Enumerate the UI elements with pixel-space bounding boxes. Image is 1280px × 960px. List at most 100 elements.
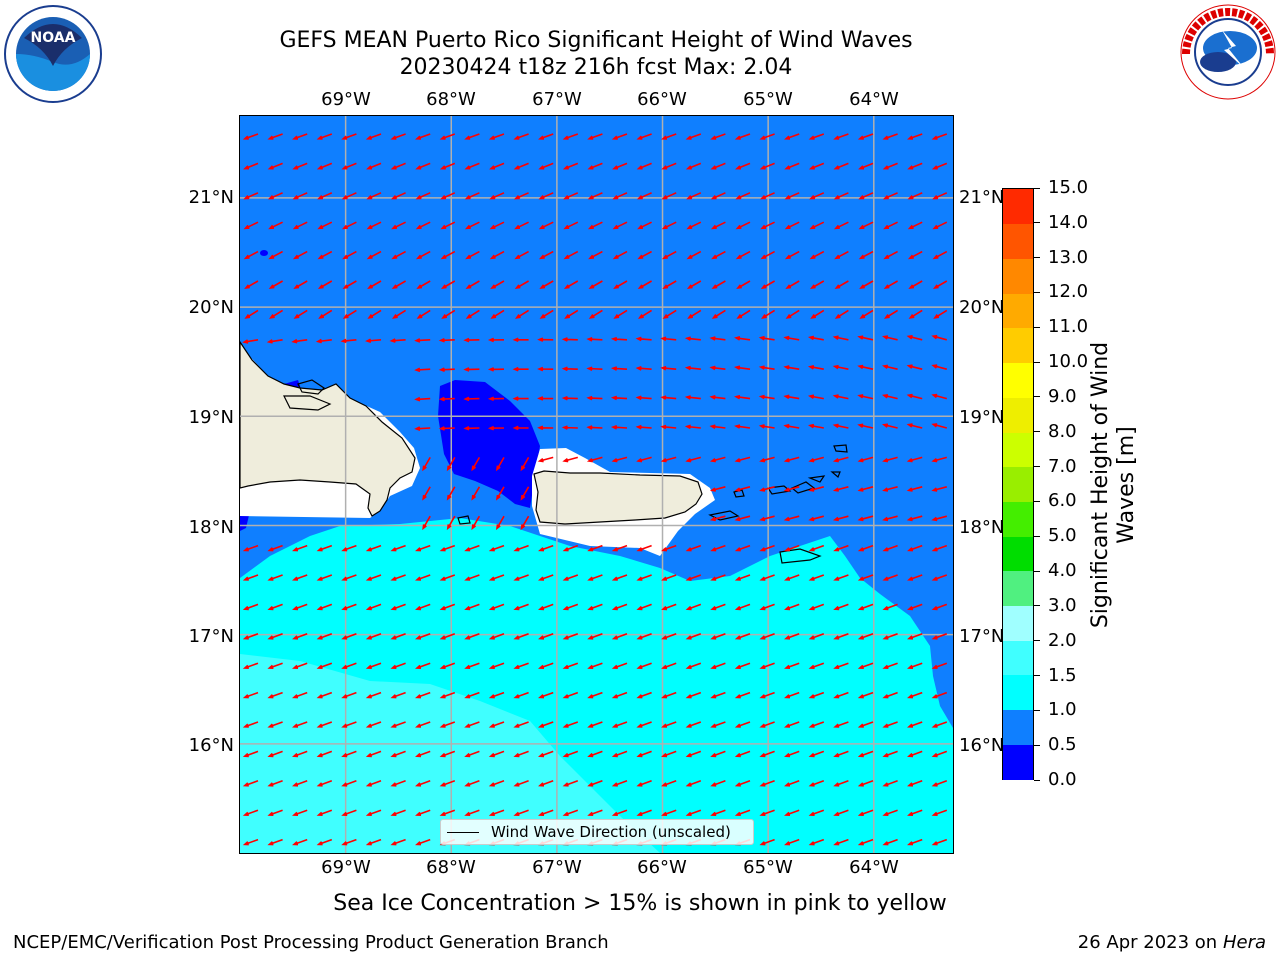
wind-arrow	[611, 544, 628, 552]
wind-arrow	[808, 662, 825, 669]
wind-arrow	[931, 334, 948, 341]
wind-arrow	[365, 603, 382, 611]
wind-arrow	[734, 515, 751, 522]
wind-arrow	[390, 750, 406, 758]
wind-arrow	[367, 280, 382, 290]
wind-arrow	[539, 280, 554, 290]
wind-arrow	[463, 367, 480, 372]
wind-arrow	[661, 162, 677, 170]
wind-arrow	[760, 221, 775, 230]
wind-arrow	[734, 365, 751, 370]
wind-arrow	[561, 337, 578, 342]
wind-arrow	[636, 662, 652, 669]
wind-arrow	[759, 838, 775, 846]
wind-arrow	[931, 691, 948, 699]
wind-arrow	[833, 574, 849, 581]
colorbar-segment	[1003, 536, 1033, 572]
wind-arrow	[931, 133, 948, 140]
wind-arrow	[734, 574, 751, 581]
wind-arrow	[734, 544, 751, 552]
wind-arrow	[488, 603, 505, 611]
wind-arrow	[341, 574, 357, 581]
wind-arrow	[390, 192, 406, 200]
wind-arrow	[637, 309, 653, 319]
wind-arrow	[242, 339, 259, 344]
wind-arrow	[611, 633, 628, 640]
wind-arrow	[366, 250, 382, 260]
colorbar-segment	[1003, 744, 1033, 780]
wind-arrow	[931, 721, 948, 728]
wind-arrow	[365, 133, 382, 140]
wind-arrow	[660, 365, 677, 371]
chart-title-line1: GEFS MEAN Puerto Rico Significant Height…	[279, 28, 913, 53]
wind-arrow	[882, 133, 898, 140]
colorbar-tick-label: 4.0	[1048, 560, 1077, 582]
wind-arrow	[292, 721, 308, 728]
wind-arrow	[562, 662, 579, 669]
wind-arrow	[463, 396, 480, 402]
wind-arrow	[390, 721, 406, 728]
wind-arrow	[907, 192, 923, 200]
wind-arrow	[857, 838, 874, 846]
wind-arrow	[268, 250, 283, 260]
wind-arrow	[586, 395, 603, 401]
wind-arrow	[809, 250, 825, 260]
wind-arrow	[495, 486, 505, 501]
wind-arrow	[489, 192, 505, 200]
wind-arrow	[512, 337, 529, 343]
wind-arrow	[293, 309, 308, 319]
wind-arrow	[931, 423, 948, 429]
wind-arrow	[832, 364, 849, 370]
wind-arrow	[563, 221, 579, 230]
wind-arrow	[857, 574, 874, 581]
wind-arrow	[832, 335, 849, 341]
wind-arrow	[858, 250, 874, 260]
wind-arrow	[587, 221, 603, 230]
wind-arrow	[784, 691, 800, 699]
wind-arrow	[661, 574, 677, 581]
wind-arrow	[341, 838, 357, 846]
wind-arrow	[907, 721, 923, 728]
wind-arrow	[242, 838, 259, 846]
wind-arrow	[317, 221, 333, 230]
wind-arrow	[537, 396, 554, 401]
wind-arrow	[857, 780, 874, 787]
wind-arrow	[439, 574, 456, 581]
wind-arrow	[471, 456, 481, 472]
wind-arrow	[661, 133, 677, 140]
lat-tick-right: 18°N	[959, 517, 1005, 538]
wind-arrow	[661, 809, 677, 816]
wind-arrow	[735, 221, 751, 230]
wind-arrow	[636, 544, 652, 552]
wind-arrow	[660, 395, 677, 400]
wind-arrow	[487, 337, 505, 343]
wind-arrow	[415, 221, 431, 230]
wind-arrow	[538, 250, 554, 260]
wind-arrow	[439, 662, 456, 669]
wind-arrow	[514, 280, 530, 290]
wind-arrow	[490, 280, 505, 290]
wind-arrow	[907, 250, 923, 260]
wind-arrow	[465, 280, 480, 290]
wind-arrow	[562, 544, 579, 552]
wind-arrow	[809, 192, 825, 200]
wind-arrow	[495, 456, 505, 472]
wind-arrow	[292, 221, 308, 230]
wind-arrow	[783, 365, 800, 370]
wave-band-0.0-0.5	[260, 250, 268, 256]
wind-arrow	[611, 662, 628, 669]
wind-arrow	[881, 423, 898, 429]
wind-arrow	[931, 486, 948, 492]
wind-arrow	[391, 250, 406, 260]
wind-arrow	[415, 691, 431, 699]
wind-arrow	[784, 838, 800, 846]
footer-left: NCEP/EMC/Verification Post Processing Pr…	[13, 932, 609, 953]
wind-arrow	[636, 456, 652, 463]
wind-arrow	[244, 309, 259, 319]
wind-arrow	[366, 162, 382, 170]
wind-arrow	[857, 603, 874, 611]
lat-tick-right: 20°N	[959, 297, 1005, 318]
wind-arrow	[613, 309, 628, 319]
wind-arrow	[906, 393, 923, 400]
wind-arrow	[564, 309, 579, 319]
